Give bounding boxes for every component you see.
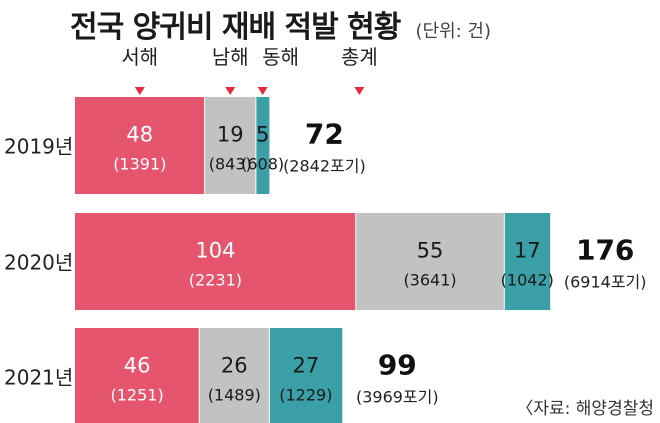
sub-label-1-2: (1042)	[501, 271, 554, 290]
value-label-1-0: 104	[195, 239, 235, 263]
value-label-0-0: 48	[126, 123, 153, 147]
bar-segment-1-2	[504, 213, 551, 310]
value-label-0-1: 19	[217, 123, 244, 147]
category-label-1: 2020년	[4, 251, 73, 275]
legend-marker-2	[257, 87, 268, 95]
sub-label-0-1: (843)	[209, 155, 252, 174]
bar-segment-2-2	[269, 328, 343, 423]
value-label-2-0: 46	[124, 354, 151, 378]
value-label-1-2: 17	[514, 239, 541, 263]
total-value-1: 176	[576, 234, 634, 267]
sub-label-1-0: (2231)	[189, 271, 242, 290]
value-label-2-2: 27	[292, 354, 319, 378]
legend-marker-1	[225, 87, 236, 95]
legend-marker-0	[134, 87, 145, 95]
bar-segment-2-1	[199, 328, 270, 423]
bar-segment-0-2	[255, 97, 270, 194]
value-label-1-1: 55	[417, 239, 444, 263]
category-label-0: 2019년	[4, 135, 73, 159]
sub-label-2-1: (1489)	[208, 386, 261, 405]
sub-label-0-2: (608)	[241, 155, 284, 174]
unit-label: (단위: 건)	[415, 21, 491, 42]
title-block: 전국 양귀비 재배 적발 현황 (단위: 건)	[70, 2, 491, 46]
source-note: 〈자료: 해양경찰청	[516, 399, 654, 419]
value-label-2-1: 26	[221, 354, 248, 378]
chart-title: 전국 양귀비 재배 적발 현황	[70, 10, 401, 45]
total-sub-2: (3969포기)	[356, 388, 439, 407]
bar-segment-0-1	[204, 97, 256, 194]
legend-label-2: 동해	[262, 45, 299, 69]
sub-label-0-0: (1391)	[113, 155, 166, 174]
bar-segment-1-1	[355, 213, 505, 310]
total-sub-1: (6914포기)	[564, 273, 647, 292]
bar-segment-1-0	[75, 213, 356, 310]
sub-label-2-2: (1229)	[279, 386, 332, 405]
category-label-2: 2021년	[4, 366, 73, 390]
legend-label-0: 서해	[121, 45, 158, 69]
legend-label-1: 남해	[212, 45, 249, 69]
value-label-0-2: 5	[256, 123, 269, 147]
legend-label-total: 총계	[341, 45, 378, 69]
legend-marker-total	[354, 87, 365, 95]
total-value-0: 72	[305, 118, 344, 151]
sub-label-2-0: (1251)	[110, 386, 163, 405]
total-sub-0: (2842포기)	[283, 157, 366, 176]
sub-label-1-1: (3641)	[403, 271, 456, 290]
total-value-2: 99	[378, 349, 417, 382]
bar-segment-0-0	[75, 97, 205, 194]
bar-segment-2-0	[75, 328, 200, 423]
